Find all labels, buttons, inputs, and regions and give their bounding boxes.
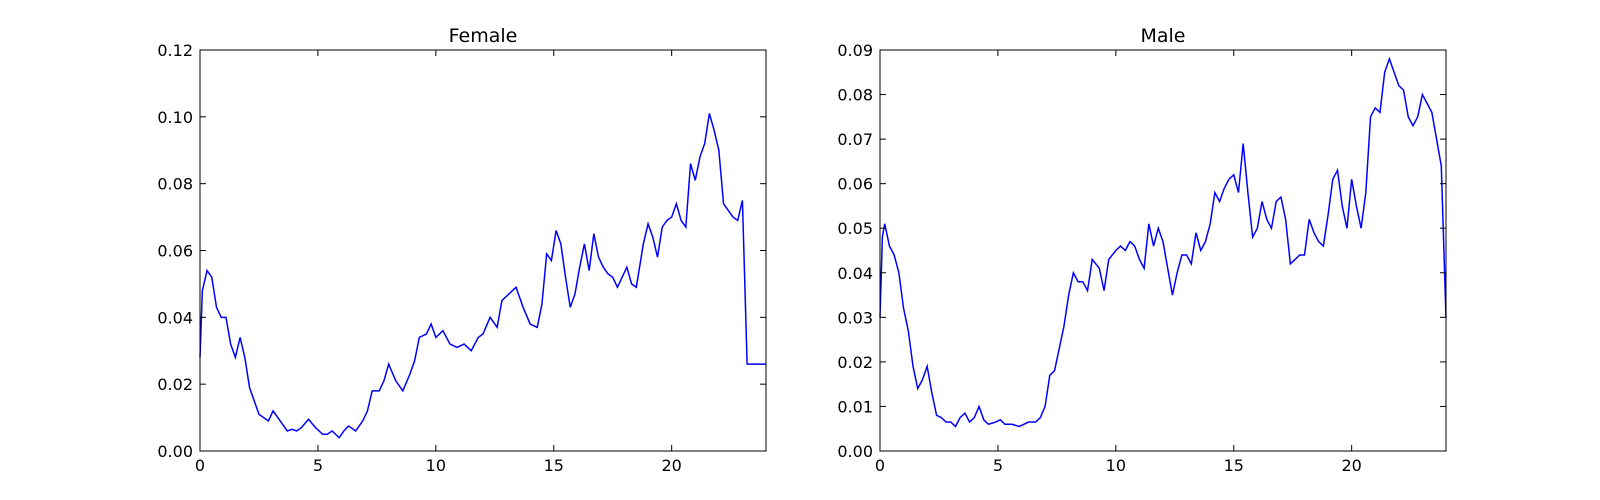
- male-ytick-label: 0.07: [837, 130, 873, 149]
- female-ytick-label: 0.12: [157, 41, 193, 60]
- male-ytick-label: 0.09: [837, 41, 873, 60]
- female-series-line: [199, 113, 766, 439]
- female-ytick-label: 0.04: [157, 308, 193, 327]
- female-xtick-label: 10: [426, 456, 446, 475]
- female-plot-frame: [199, 49, 767, 452]
- male-ytick-label: 0.03: [837, 308, 873, 327]
- female-xtick-label: 5: [313, 456, 323, 475]
- female-chart: Female 0 5 10 15 20 0.00 0.02 0.04 0.06 0.08 0.10 0.…: [157, 25, 767, 475]
- male-xtick-label: 10: [1106, 456, 1126, 475]
- male-series-line: [879, 56, 1447, 428]
- male-plot-frame: [879, 49, 1447, 452]
- male-chart: Male 0 5 10 15 20 0.00 0.01 0.02 0.03 0.04 0.05 0.06…: [837, 25, 1447, 475]
- male-xtick-label: 0: [875, 456, 885, 475]
- male-ytick-label: 0.00: [837, 442, 873, 461]
- male-chart-title: Male: [1140, 25, 1185, 47]
- female-ytick-label: 0.00: [157, 442, 193, 461]
- male-xtick-label: 15: [1224, 456, 1244, 475]
- male-ytick-label: 0.08: [837, 86, 873, 105]
- female-ytick-label: 0.08: [157, 175, 193, 194]
- male-xtick-label: 20: [1341, 456, 1361, 475]
- female-ytick-label: 0.06: [157, 242, 193, 261]
- male-ytick-label: 0.05: [837, 219, 873, 238]
- female-ytick-label: 0.10: [157, 108, 193, 127]
- male-ytick-label: 0.01: [837, 397, 873, 416]
- female-xtick-label: 15: [544, 456, 564, 475]
- female-chart-title: Female: [449, 25, 518, 47]
- male-ytick-label: 0.04: [837, 264, 873, 283]
- male-xtick-label: 5: [993, 456, 1003, 475]
- male-ytick-label: 0.06: [837, 175, 873, 194]
- female-ytick-label: 0.02: [157, 375, 193, 394]
- female-xtick-label: 20: [661, 456, 681, 475]
- female-xtick-label: 0: [195, 456, 205, 475]
- male-ytick-label: 0.02: [837, 353, 873, 372]
